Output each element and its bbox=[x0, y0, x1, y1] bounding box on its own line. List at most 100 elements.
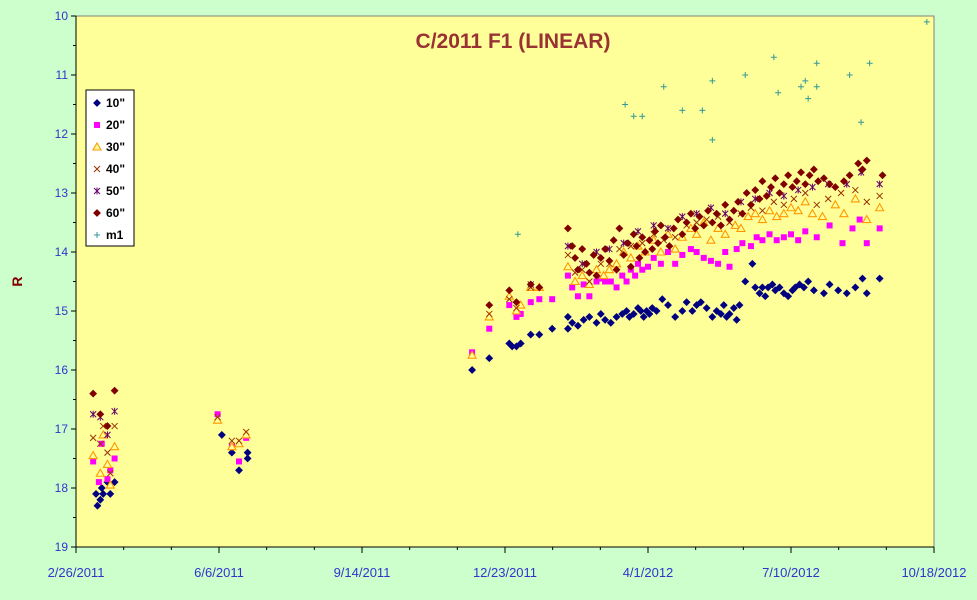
data-point bbox=[635, 253, 644, 262]
data-point bbox=[863, 240, 870, 247]
data-point bbox=[856, 216, 863, 223]
data-point bbox=[106, 489, 115, 498]
data-point bbox=[619, 272, 626, 279]
data-point bbox=[809, 165, 818, 174]
data-point bbox=[217, 430, 226, 439]
data-point bbox=[825, 280, 834, 289]
data-point bbox=[106, 469, 114, 477]
data-point bbox=[780, 234, 787, 241]
data-point bbox=[235, 466, 243, 475]
data-point bbox=[679, 107, 686, 114]
data-point bbox=[227, 448, 236, 457]
data-point bbox=[513, 313, 520, 320]
data-point bbox=[602, 278, 609, 285]
data-point bbox=[858, 165, 867, 174]
data-point bbox=[564, 251, 572, 259]
data-point bbox=[726, 263, 733, 270]
data-point bbox=[468, 366, 477, 374]
data-point bbox=[751, 283, 760, 292]
data-point bbox=[703, 216, 710, 223]
data-point bbox=[775, 283, 784, 292]
data-point bbox=[548, 324, 557, 333]
data-point bbox=[784, 292, 793, 301]
data-point bbox=[721, 200, 730, 209]
data-point bbox=[721, 210, 729, 218]
data-point bbox=[770, 54, 777, 61]
data-point bbox=[851, 283, 860, 292]
data-point bbox=[708, 312, 717, 321]
legend-label: m1 bbox=[106, 228, 124, 242]
x-tick-label: 10/18/2012 bbox=[901, 565, 966, 580]
data-point bbox=[813, 83, 820, 90]
data-point bbox=[506, 302, 513, 309]
data-point bbox=[645, 236, 654, 245]
data-point bbox=[679, 251, 686, 258]
data-point bbox=[704, 206, 712, 215]
data-point bbox=[569, 284, 576, 291]
data-point bbox=[672, 260, 679, 267]
data-point bbox=[671, 233, 679, 241]
data-point bbox=[104, 449, 111, 456]
data-point bbox=[92, 489, 100, 498]
data-point bbox=[99, 489, 108, 498]
data-point bbox=[779, 180, 788, 189]
series-0 bbox=[92, 259, 884, 510]
data-point bbox=[638, 239, 646, 247]
legend: 10" 20" 30" 40" 50" 60" m1 bbox=[85, 89, 135, 247]
data-point bbox=[753, 234, 760, 241]
data-point bbox=[670, 243, 681, 253]
data-point bbox=[563, 312, 572, 321]
data-point bbox=[775, 189, 784, 197]
data-point bbox=[682, 298, 691, 307]
data-point bbox=[814, 177, 823, 186]
data-point bbox=[615, 224, 624, 233]
data-point bbox=[708, 218, 717, 227]
data-point bbox=[750, 208, 761, 218]
data-point bbox=[735, 301, 744, 310]
data-point bbox=[632, 272, 639, 279]
data-point bbox=[699, 221, 708, 230]
data-point bbox=[243, 448, 252, 457]
data-point bbox=[850, 193, 861, 203]
data-point bbox=[578, 245, 587, 253]
data-point bbox=[842, 289, 851, 298]
data-point bbox=[577, 270, 588, 280]
data-point bbox=[601, 315, 610, 324]
data-point bbox=[96, 410, 105, 419]
data-point bbox=[485, 301, 494, 310]
data-point bbox=[730, 220, 741, 229]
data-point bbox=[228, 437, 236, 445]
data-point bbox=[802, 77, 809, 84]
data-point bbox=[585, 312, 594, 321]
data-point bbox=[527, 299, 534, 306]
data-point bbox=[585, 268, 594, 277]
data-point bbox=[89, 410, 97, 418]
data-point bbox=[742, 189, 751, 197]
data-point bbox=[574, 293, 581, 300]
data-point bbox=[817, 211, 828, 221]
data-point bbox=[88, 450, 99, 460]
data-point bbox=[110, 478, 119, 487]
data-point bbox=[693, 219, 700, 226]
y-tick-label: 17 bbox=[55, 422, 69, 436]
data-point bbox=[793, 205, 804, 215]
data-point bbox=[226, 441, 237, 451]
data-point bbox=[770, 198, 778, 206]
legend-box bbox=[85, 89, 135, 247]
data-point bbox=[641, 248, 650, 256]
data-point bbox=[839, 240, 846, 247]
data-point bbox=[514, 231, 521, 238]
data-point bbox=[876, 225, 883, 232]
data-point bbox=[589, 251, 598, 259]
y-tick-label: 18 bbox=[55, 481, 69, 495]
data-point bbox=[813, 201, 821, 209]
data-point bbox=[839, 177, 848, 186]
data-point bbox=[725, 215, 734, 224]
data-point bbox=[104, 431, 111, 439]
data-point bbox=[607, 278, 614, 285]
data-point bbox=[564, 242, 572, 250]
x-tick-label: 2/26/2011 bbox=[48, 565, 105, 580]
data-point bbox=[526, 280, 535, 289]
x-tick-label: 7/10/2012 bbox=[762, 565, 820, 580]
data-point bbox=[243, 454, 252, 463]
